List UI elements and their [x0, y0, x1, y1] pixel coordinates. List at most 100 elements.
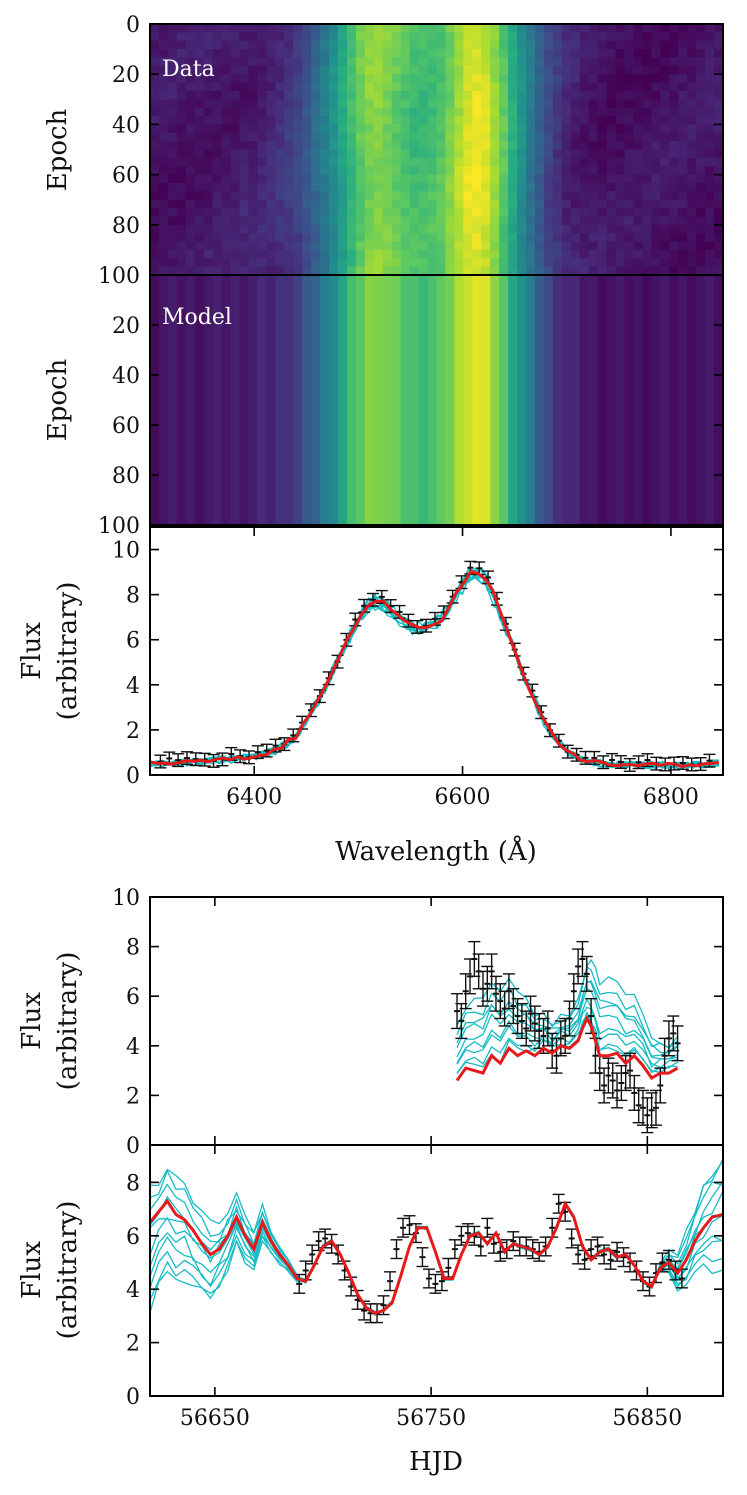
data-point [507, 988, 520, 1025]
heatmap-cell [597, 249, 608, 259]
heatmap-cell [176, 90, 187, 100]
heatmap-cell [346, 208, 357, 218]
heatmap-cell [150, 266, 160, 276]
heatmap-cell [266, 116, 276, 125]
heatmap-cell [499, 191, 509, 201]
heatmap-cell [427, 266, 438, 276]
heatmap-cell [194, 74, 205, 84]
heatmap-cell [266, 107, 276, 117]
heatmap-cell [284, 49, 294, 59]
heatmap-cell [239, 182, 250, 192]
heatmap-cell [552, 116, 563, 125]
heatmap-cell [221, 208, 232, 218]
heatmap-cell [158, 99, 169, 109]
heatmap-cell [158, 49, 169, 59]
heatmap-cell [651, 157, 661, 167]
heatmap-cell [436, 182, 447, 192]
heatmap-cell [445, 258, 455, 268]
heatmap-cell [346, 266, 357, 276]
heatmap-cell [490, 141, 500, 151]
heatmap-cell [687, 258, 697, 268]
heatmap-cell [185, 57, 196, 67]
heatmap-cell [490, 132, 500, 142]
heatmap-cell [508, 82, 518, 92]
heatmap-cell [445, 149, 455, 159]
heatmap-cell [203, 241, 214, 251]
heatmap-cell [257, 149, 267, 159]
heatmap-cell [561, 74, 572, 84]
heatmap-cell [517, 24, 527, 33]
heatmap-cell [508, 191, 518, 201]
heatmap-cell [436, 149, 447, 159]
heatmap-cell [284, 208, 294, 218]
heatmap-cell [517, 275, 527, 526]
heatmap-cell [669, 40, 679, 50]
heatmap-cell [212, 157, 223, 167]
lc-upper-sample-line [456, 965, 679, 1049]
heatmap-cell [346, 141, 357, 151]
heatmap-cell [669, 258, 679, 268]
heatmap-cell [597, 57, 608, 67]
heatmap-cell [597, 32, 608, 42]
heatmap-cell [481, 24, 491, 33]
heatmap-cell [382, 182, 393, 192]
heatmap-cell [526, 57, 536, 67]
heatmap-cell [158, 258, 169, 268]
heatmap-cell [320, 49, 330, 59]
heatmap-cell [588, 233, 599, 243]
heatmap-cell [561, 149, 572, 159]
heatmap-cell [651, 141, 661, 151]
heatmap-cell [373, 258, 384, 268]
heatmap-cell [490, 166, 500, 176]
heatmap-cell [329, 116, 339, 125]
heatmap-cell [517, 241, 527, 251]
heatmap-cell [588, 116, 599, 125]
heatmap-cell [194, 224, 205, 234]
heatmap-cell [194, 166, 205, 176]
heatmap-cell [275, 57, 285, 67]
heatmap-cell [705, 49, 715, 59]
heatmap-cell [266, 174, 276, 184]
heatmap-cell [615, 141, 626, 151]
heatmap-cell [454, 182, 464, 192]
heatmap-cell [651, 149, 661, 159]
spectrum-sample-line [150, 574, 720, 769]
heatmap-cell [552, 57, 563, 67]
heatmap-cell [624, 166, 635, 176]
heatmap-cell [391, 275, 402, 526]
heatmap-cell [526, 157, 536, 167]
y-tick-label: 40 [112, 364, 140, 389]
heatmap-cell [570, 24, 581, 33]
heatmap-cell [329, 57, 339, 67]
heatmap-cell [543, 191, 554, 201]
heatmap-cell [230, 182, 241, 192]
heatmap-cell [454, 157, 464, 167]
heatmap-cell [248, 149, 259, 159]
heatmap-cell [660, 107, 670, 117]
heatmap-cell [338, 57, 348, 67]
heatmap-cell [633, 99, 644, 109]
heatmap-cell [660, 90, 670, 100]
heatmap-cell [284, 182, 294, 192]
heatmap-cell [230, 199, 241, 209]
heatmap-cell [248, 258, 259, 268]
heatmap-cell [526, 199, 536, 209]
heatmap-cell [427, 182, 438, 192]
heatmap-cell [257, 266, 267, 276]
heatmap-cell [490, 65, 500, 75]
heatmap-cell [391, 82, 402, 92]
heatmap-cell [472, 166, 482, 176]
heatmap-cell [436, 124, 447, 134]
heatmap-cell [230, 258, 241, 268]
heatmap-cell [481, 258, 491, 268]
heatmap-cell [678, 224, 688, 234]
heatmap-cell [320, 65, 330, 75]
heatmap-cell [472, 275, 482, 526]
heatmap-cell [561, 24, 572, 33]
heatmap-cell [481, 49, 491, 59]
heatmap-cell [167, 275, 178, 526]
heatmap-cell [561, 174, 572, 184]
heatmap-cell [490, 199, 500, 209]
heatmap-cell [212, 74, 223, 84]
